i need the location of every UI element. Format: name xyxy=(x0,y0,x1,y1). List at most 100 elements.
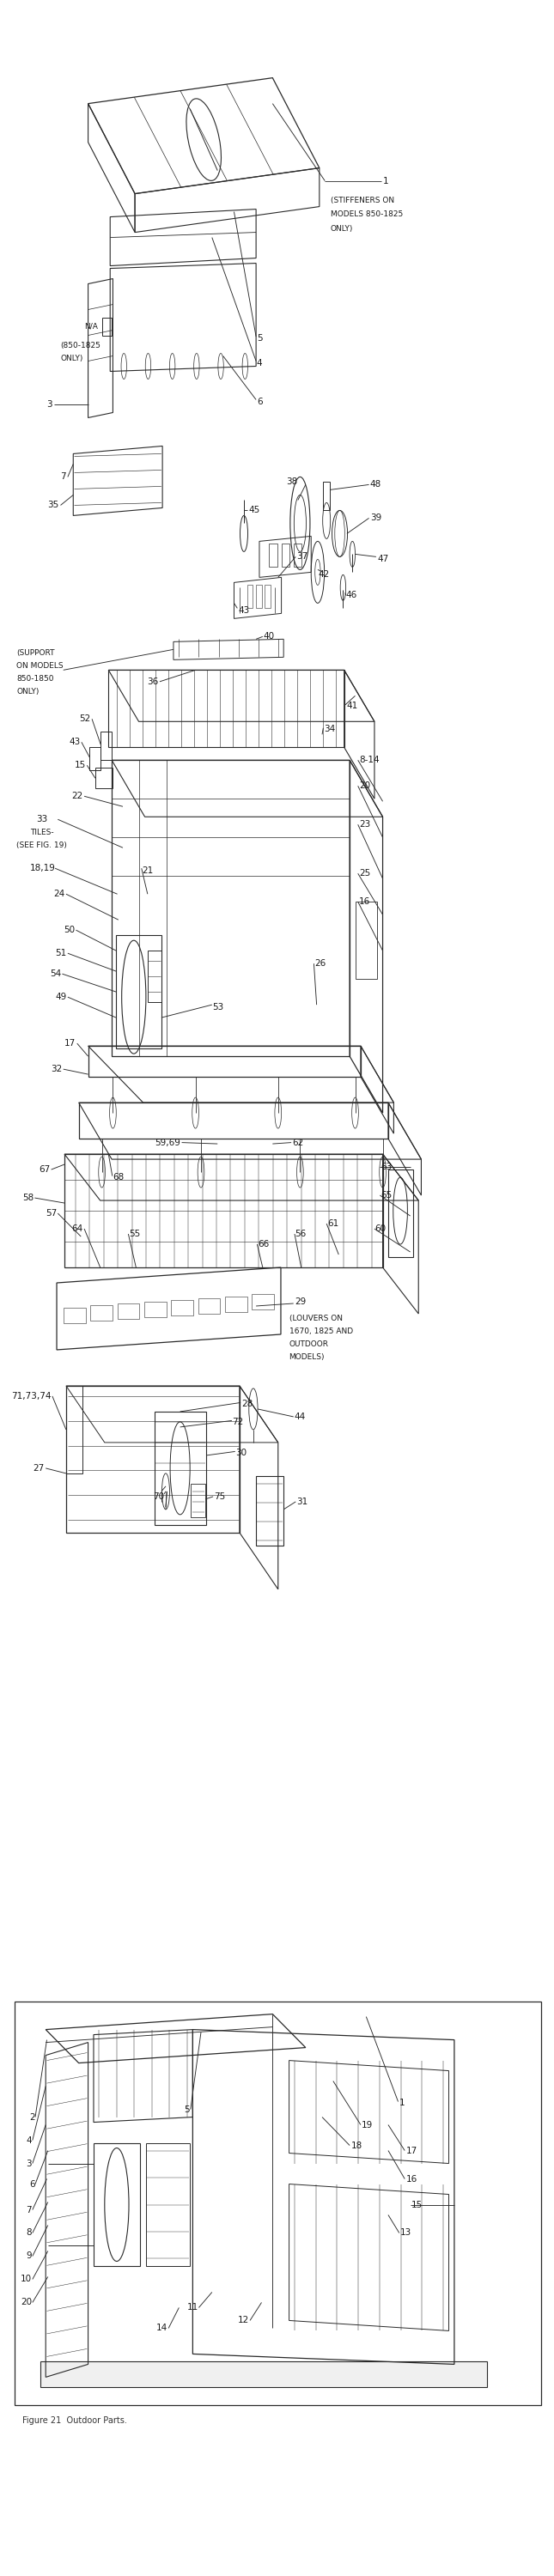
Text: 61: 61 xyxy=(327,1218,338,1229)
Text: (LOUVERS ON: (LOUVERS ON xyxy=(289,1314,342,1321)
Text: 14: 14 xyxy=(157,2324,168,2331)
Text: 60: 60 xyxy=(375,1224,386,1234)
Text: 16: 16 xyxy=(359,896,371,907)
Text: 71,73,74: 71,73,74 xyxy=(11,1391,51,1401)
Text: 18,19: 18,19 xyxy=(30,863,56,873)
Text: 15: 15 xyxy=(75,760,86,770)
Text: 1: 1 xyxy=(383,178,388,185)
Text: MODELS 850-1825: MODELS 850-1825 xyxy=(330,211,403,219)
Text: (SUPPORT: (SUPPORT xyxy=(17,649,55,657)
Text: 65: 65 xyxy=(381,1190,392,1200)
Text: (STIFFENERS ON: (STIFFENERS ON xyxy=(330,196,394,204)
Text: 43: 43 xyxy=(238,605,249,616)
Text: 43: 43 xyxy=(69,737,80,747)
Text: 21: 21 xyxy=(142,866,153,876)
Text: 7: 7 xyxy=(60,471,66,482)
Text: (850-1825: (850-1825 xyxy=(60,343,101,350)
Text: 3: 3 xyxy=(47,399,52,410)
Text: 29: 29 xyxy=(295,1298,306,1306)
Text: 1: 1 xyxy=(399,2099,405,2107)
Text: MODELS): MODELS) xyxy=(289,1352,325,1360)
Text: 5: 5 xyxy=(257,335,262,343)
Text: 53: 53 xyxy=(213,1002,224,1012)
Text: 22: 22 xyxy=(72,791,83,801)
Text: 46: 46 xyxy=(346,590,357,600)
Text: 23: 23 xyxy=(359,819,371,829)
Text: 45: 45 xyxy=(248,505,260,515)
Text: 72: 72 xyxy=(232,1417,244,1427)
Text: 64: 64 xyxy=(72,1224,83,1234)
Text: 9: 9 xyxy=(26,2251,32,2259)
Text: 70: 70 xyxy=(153,1492,164,1502)
Text: 25: 25 xyxy=(359,868,371,878)
Text: 26: 26 xyxy=(315,958,326,969)
Text: 3: 3 xyxy=(26,2159,32,2169)
Text: 6: 6 xyxy=(29,2179,35,2190)
Text: 19: 19 xyxy=(362,2120,373,2130)
Text: 17: 17 xyxy=(406,2146,417,2156)
Text: N/A: N/A xyxy=(84,322,98,330)
Text: 5: 5 xyxy=(184,2105,190,2115)
Text: OUTDOOR: OUTDOOR xyxy=(289,1340,329,1347)
Text: 47: 47 xyxy=(377,554,388,564)
Text: 38: 38 xyxy=(286,477,297,487)
Text: 67: 67 xyxy=(39,1164,50,1175)
Text: 8-14: 8-14 xyxy=(359,755,379,765)
Text: 36: 36 xyxy=(147,677,158,685)
Text: 15: 15 xyxy=(411,2200,423,2210)
Text: 62: 62 xyxy=(292,1139,303,1146)
Text: 28: 28 xyxy=(241,1399,253,1409)
Text: 48: 48 xyxy=(370,479,381,489)
Text: 7: 7 xyxy=(26,2205,32,2215)
Text: 44: 44 xyxy=(294,1412,305,1422)
Text: ONLY): ONLY) xyxy=(17,688,39,696)
Text: 37: 37 xyxy=(296,551,307,562)
Text: 50: 50 xyxy=(64,925,75,935)
Text: 2: 2 xyxy=(29,2112,35,2123)
Polygon shape xyxy=(40,2362,488,2388)
Text: 49: 49 xyxy=(55,992,66,1002)
Text: ON MODELS: ON MODELS xyxy=(17,662,64,670)
Text: 4: 4 xyxy=(26,2136,32,2146)
Text: 850-1850: 850-1850 xyxy=(17,675,54,683)
Text: (SEE FIG. 19): (SEE FIG. 19) xyxy=(17,842,67,850)
Text: 41: 41 xyxy=(346,701,358,711)
Text: 27: 27 xyxy=(33,1463,45,1473)
Text: 51: 51 xyxy=(55,948,66,958)
Text: 54: 54 xyxy=(50,969,61,979)
Text: 16: 16 xyxy=(406,2174,417,2184)
Text: 57: 57 xyxy=(45,1208,57,1218)
Text: 31: 31 xyxy=(296,1497,307,1507)
Text: 34: 34 xyxy=(324,724,336,734)
Text: 24: 24 xyxy=(54,889,65,899)
Text: Figure 21  Outdoor Parts.: Figure 21 Outdoor Parts. xyxy=(22,2416,127,2424)
Text: 52: 52 xyxy=(79,714,91,724)
Text: 13: 13 xyxy=(401,2228,412,2236)
Text: 75: 75 xyxy=(214,1492,225,1502)
Text: 18: 18 xyxy=(351,2141,362,2151)
Text: 32: 32 xyxy=(51,1064,62,1074)
Text: 68: 68 xyxy=(113,1172,124,1182)
Text: 8: 8 xyxy=(26,2228,32,2236)
Text: 6: 6 xyxy=(257,397,262,407)
Text: 10: 10 xyxy=(20,2275,32,2282)
Text: 35: 35 xyxy=(48,500,59,510)
Bar xyxy=(15,2002,541,2406)
Text: 40: 40 xyxy=(263,631,274,641)
Text: 58: 58 xyxy=(22,1193,34,1203)
Text: 20: 20 xyxy=(359,781,370,791)
Text: ONLY): ONLY) xyxy=(330,224,353,232)
Text: 63: 63 xyxy=(381,1162,392,1172)
Text: ONLY): ONLY) xyxy=(60,355,83,363)
Text: 33: 33 xyxy=(36,814,47,824)
Text: 56: 56 xyxy=(295,1229,306,1239)
Text: 1670, 1825 AND: 1670, 1825 AND xyxy=(289,1327,353,1334)
Text: 30: 30 xyxy=(235,1448,247,1458)
Text: 17: 17 xyxy=(65,1038,76,1048)
Text: 55: 55 xyxy=(129,1229,140,1239)
Text: 59,69: 59,69 xyxy=(155,1139,181,1146)
Text: 39: 39 xyxy=(370,513,381,523)
Text: 42: 42 xyxy=(319,569,330,580)
Text: 12: 12 xyxy=(238,2316,249,2324)
Text: 66: 66 xyxy=(258,1239,269,1249)
